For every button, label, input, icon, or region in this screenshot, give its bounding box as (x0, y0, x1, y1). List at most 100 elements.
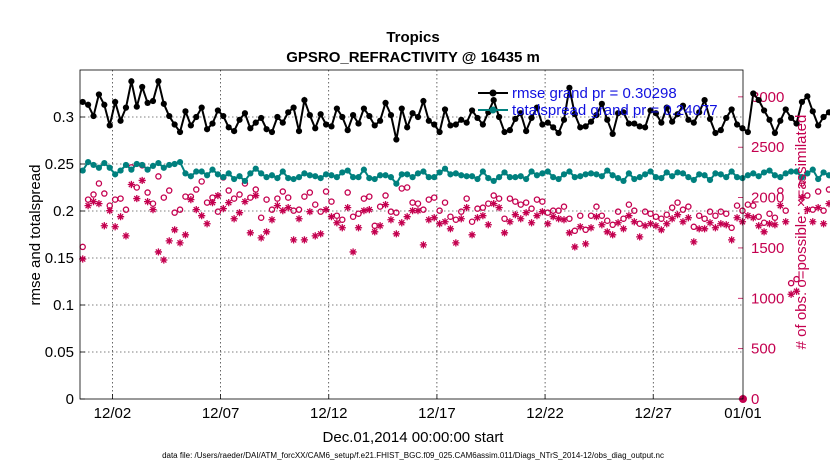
obs-assimilated-point (490, 200, 498, 208)
obs-possible-point (171, 209, 178, 216)
totalspread-point (90, 161, 97, 169)
rmse-point (193, 113, 200, 121)
rmse-point (679, 102, 687, 109)
obs-assimilated-point (544, 220, 552, 228)
obs-assimilated-point (246, 229, 254, 237)
obs-possible-point (663, 211, 670, 218)
totalspread-point (220, 174, 227, 181)
rmse-point (339, 113, 346, 121)
obs-assimilated-point (198, 212, 206, 220)
totalspread-point (674, 169, 681, 176)
obs-assimilated-point (133, 194, 141, 203)
obs-assimilated-point (533, 212, 541, 220)
obs-assimilated-point (744, 212, 752, 220)
rmse-point (658, 119, 665, 126)
obs-possible-point (382, 192, 389, 199)
obs-assimilated-point (587, 224, 595, 232)
rmse-point (252, 119, 259, 126)
rmse-point (744, 128, 751, 136)
totalspread-point (766, 167, 773, 174)
obs-assimilated-point (160, 256, 168, 264)
obs-assimilated-point (317, 230, 325, 238)
obs-assimilated-point (517, 215, 525, 223)
obs-possible-point (122, 206, 130, 213)
obs-assimilated-point (295, 215, 303, 223)
obs-possible-point (414, 200, 422, 207)
obs-assimilated-point (279, 207, 287, 215)
rmse-point (701, 96, 708, 104)
obs-possible-point (658, 215, 665, 222)
totalspread-point (436, 169, 443, 176)
totalspread-point (739, 175, 746, 182)
totalspread-point (533, 172, 541, 179)
obs-assimilated-point (268, 216, 276, 224)
rmse-point (815, 122, 822, 129)
rmse-point (452, 121, 459, 128)
obs-assimilated-point (403, 213, 411, 221)
obs-possible-point (728, 224, 735, 232)
totalspread-point (620, 177, 627, 185)
y-tick-label-left: 0.2 (53, 203, 74, 220)
obs-possible-point (409, 199, 416, 206)
obs-assimilated-point (111, 223, 119, 231)
totalspread-point (663, 169, 670, 176)
obs-possible-point (495, 195, 503, 202)
totalspread-point (614, 175, 622, 182)
obs-assimilated-point (765, 220, 774, 228)
obs-possible-point (322, 188, 330, 195)
rmse-point (733, 121, 741, 128)
obs-possible-point (825, 186, 830, 193)
totalspread-point (625, 170, 632, 177)
obs-possible-point (257, 214, 265, 221)
totalspread-point (166, 161, 173, 169)
totalspread-point (452, 170, 459, 177)
obs-possible-point (252, 186, 260, 193)
obs-assimilated-point (803, 206, 811, 214)
rmse-point (214, 107, 221, 114)
totalspread-point (306, 172, 313, 179)
totalspread-point (631, 175, 638, 183)
y-tick-label-left: 0.15 (45, 250, 74, 267)
obs-possible-point (355, 210, 362, 217)
totalspread-point (582, 171, 589, 178)
obs-assimilated-point (127, 180, 135, 189)
obs-assimilated-point (376, 222, 384, 230)
obs-possible-point (798, 180, 806, 187)
obs-possible-point (549, 207, 557, 214)
totalspread-point (468, 173, 476, 180)
totalspread-point (182, 170, 189, 177)
obs-assimilated-point (625, 212, 633, 220)
totalspread-point (425, 174, 432, 181)
obs-assimilated-point (214, 191, 222, 200)
obs-assimilated-point (371, 228, 379, 236)
rmse-point (285, 109, 292, 116)
totalspread-point (539, 170, 546, 177)
x-tick-label: 12/22 (526, 405, 564, 422)
rmse-point (458, 116, 465, 123)
rmse-point (566, 84, 573, 91)
totalspread-point (198, 168, 205, 175)
obs-assimilated-point (290, 236, 298, 244)
totalspread-point (782, 170, 789, 177)
rmse-point (220, 112, 227, 120)
totalspread-point (788, 168, 795, 175)
rmse-point (122, 104, 130, 111)
totalspread-point (377, 172, 384, 179)
obs-possible-point (360, 195, 368, 202)
rmse-point (696, 109, 703, 116)
obs-assimilated-point (554, 215, 563, 223)
rmse-point (544, 119, 551, 126)
totalspread-point (268, 172, 276, 179)
rmse-point (560, 116, 568, 123)
obs-possible-point (685, 203, 692, 210)
obs-assimilated-point (565, 229, 574, 237)
obs-assimilated-point (79, 255, 87, 263)
totalspread-point (696, 171, 703, 178)
rmse-point (420, 97, 427, 105)
rmse-point (117, 117, 124, 124)
y-axis-label-left: rmse and totalspread (27, 165, 44, 306)
totalspread-point (777, 174, 784, 181)
totalspread-point (798, 174, 806, 181)
obs-assimilated-point (522, 209, 530, 217)
obs-possible-point (193, 186, 200, 193)
